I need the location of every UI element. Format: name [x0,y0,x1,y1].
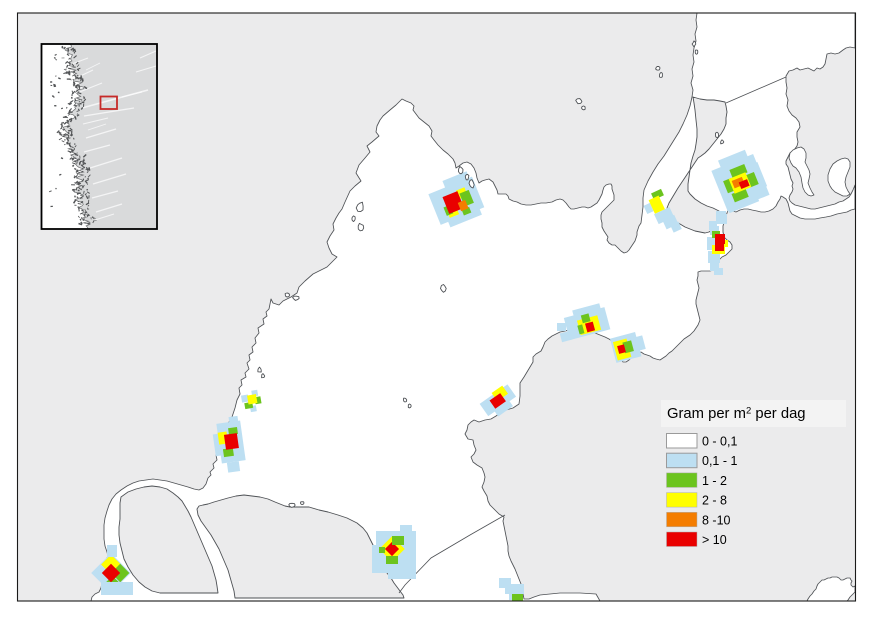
svg-text:0 - 0,1: 0 - 0,1 [702,435,737,449]
svg-text:1 - 2: 1 - 2 [702,474,727,488]
svg-text:> 10: > 10 [702,533,727,547]
svg-text:Gram per m2 per dag: Gram per m2 per dag [667,406,806,423]
svg-text:8 -10: 8 -10 [702,513,731,527]
svg-text:0,1 - 1: 0,1 - 1 [702,454,737,468]
svg-text:2 - 8: 2 - 8 [702,494,727,508]
